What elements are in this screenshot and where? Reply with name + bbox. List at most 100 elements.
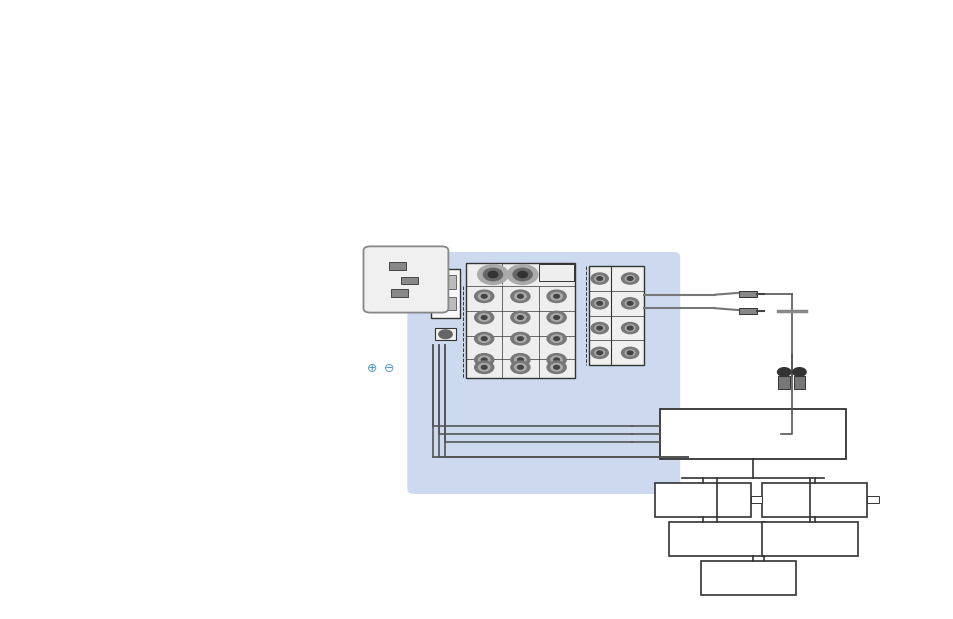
Circle shape: [553, 358, 558, 361]
Circle shape: [591, 322, 608, 334]
Circle shape: [477, 265, 508, 285]
Circle shape: [481, 316, 487, 319]
Circle shape: [550, 314, 561, 321]
Circle shape: [624, 350, 634, 356]
Circle shape: [481, 337, 487, 340]
Circle shape: [475, 332, 494, 345]
Circle shape: [514, 293, 526, 300]
Bar: [761, 522, 857, 556]
Circle shape: [595, 325, 604, 331]
Circle shape: [553, 295, 558, 298]
Circle shape: [511, 311, 529, 324]
Circle shape: [478, 314, 490, 321]
Circle shape: [624, 325, 634, 331]
Circle shape: [475, 290, 494, 303]
Circle shape: [777, 368, 790, 376]
Circle shape: [546, 361, 565, 373]
Bar: [465, 263, 575, 378]
FancyBboxPatch shape: [407, 252, 679, 494]
Circle shape: [597, 277, 602, 280]
Bar: [739, 308, 756, 314]
Circle shape: [483, 269, 502, 281]
Circle shape: [514, 363, 526, 371]
Circle shape: [546, 353, 565, 366]
Circle shape: [550, 335, 561, 342]
Circle shape: [553, 365, 558, 369]
Circle shape: [550, 293, 561, 300]
Circle shape: [620, 347, 638, 358]
Circle shape: [481, 365, 487, 369]
Circle shape: [507, 265, 537, 285]
Circle shape: [488, 271, 497, 278]
Circle shape: [595, 350, 604, 356]
Circle shape: [481, 295, 487, 298]
Bar: [435, 275, 456, 289]
Circle shape: [553, 316, 558, 319]
Circle shape: [517, 365, 522, 369]
Bar: [400, 277, 417, 284]
Circle shape: [478, 356, 490, 363]
Bar: [538, 264, 574, 282]
Bar: [431, 269, 459, 318]
Bar: [761, 483, 866, 517]
Circle shape: [546, 332, 565, 345]
Bar: [389, 262, 406, 270]
Circle shape: [475, 361, 494, 373]
Circle shape: [546, 311, 565, 324]
Bar: [739, 291, 756, 297]
Circle shape: [517, 316, 522, 319]
Circle shape: [517, 358, 522, 361]
Circle shape: [620, 273, 638, 284]
Circle shape: [511, 353, 529, 366]
Circle shape: [514, 335, 526, 342]
Circle shape: [514, 356, 526, 363]
Circle shape: [517, 337, 522, 340]
Circle shape: [475, 353, 494, 366]
Circle shape: [620, 322, 638, 334]
Circle shape: [511, 361, 529, 373]
Bar: [750, 496, 761, 503]
Bar: [793, 376, 804, 389]
Circle shape: [624, 300, 634, 306]
Circle shape: [626, 326, 632, 330]
Bar: [435, 328, 456, 340]
Circle shape: [514, 314, 526, 321]
Circle shape: [626, 301, 632, 305]
Circle shape: [624, 275, 634, 282]
Circle shape: [511, 332, 529, 345]
Circle shape: [438, 330, 452, 339]
Circle shape: [597, 301, 602, 305]
Circle shape: [550, 356, 561, 363]
Circle shape: [626, 351, 632, 355]
Circle shape: [546, 290, 565, 303]
FancyBboxPatch shape: [363, 246, 448, 313]
Circle shape: [481, 358, 487, 361]
Circle shape: [478, 363, 490, 371]
Bar: [700, 561, 796, 595]
Text: ⊖: ⊖: [383, 361, 395, 375]
Bar: [669, 522, 764, 556]
Circle shape: [620, 298, 638, 309]
Circle shape: [626, 277, 632, 280]
Circle shape: [591, 298, 608, 309]
Circle shape: [591, 347, 608, 358]
Circle shape: [478, 293, 490, 300]
Circle shape: [517, 271, 527, 278]
Circle shape: [595, 300, 604, 306]
Bar: [866, 496, 878, 503]
Circle shape: [511, 290, 529, 303]
Circle shape: [478, 335, 490, 342]
Bar: [778, 376, 789, 389]
Circle shape: [553, 337, 558, 340]
Circle shape: [597, 351, 602, 355]
Circle shape: [595, 275, 604, 282]
Text: ⊕: ⊕: [366, 361, 377, 375]
Bar: [655, 483, 750, 517]
Circle shape: [591, 273, 608, 284]
Circle shape: [517, 295, 522, 298]
Circle shape: [597, 326, 602, 330]
Bar: [391, 289, 408, 297]
Bar: [588, 266, 643, 365]
Circle shape: [792, 368, 805, 376]
Circle shape: [513, 269, 532, 281]
